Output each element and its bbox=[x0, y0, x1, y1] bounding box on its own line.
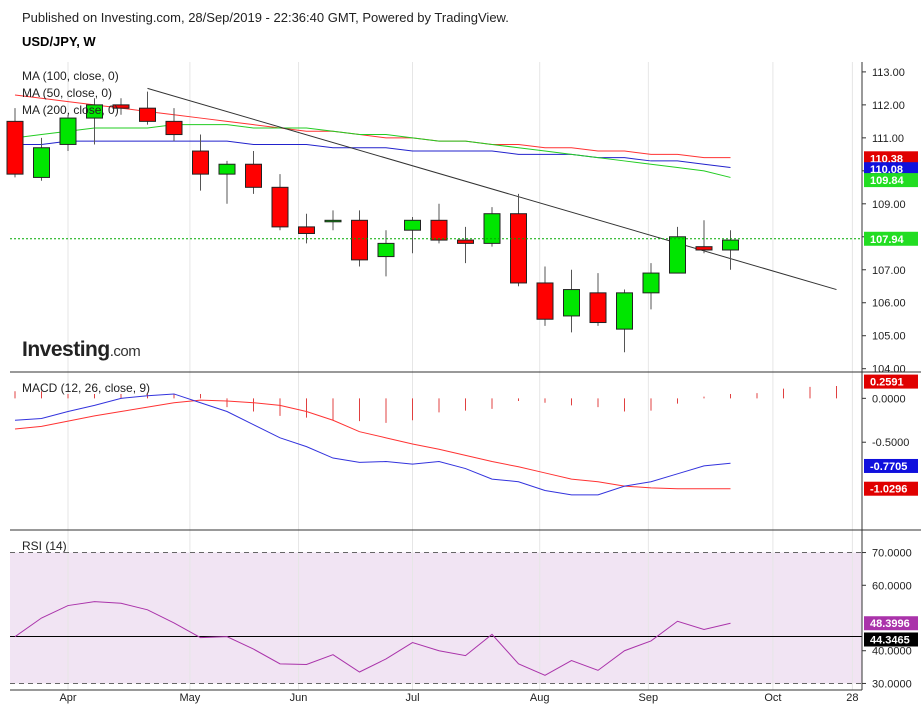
candle-body bbox=[377, 242, 395, 258]
candle-body bbox=[642, 272, 660, 294]
candle-body bbox=[165, 120, 183, 136]
x-tick-label: Sep bbox=[639, 692, 659, 704]
price-pane-bg bbox=[10, 62, 862, 372]
candle-body bbox=[298, 226, 315, 234]
price-tick-label: 105.00 bbox=[872, 331, 906, 343]
macd-tick-label: 0.0000 bbox=[872, 393, 906, 405]
investing-logo: Investing.com bbox=[22, 338, 141, 361]
candle-body bbox=[324, 219, 342, 223]
ma200-value-tag: 109.84 bbox=[870, 175, 905, 187]
candle-body bbox=[59, 117, 77, 145]
price-tick-label: 112.00 bbox=[872, 100, 905, 112]
candle-body bbox=[245, 163, 262, 188]
x-tick-label: Oct bbox=[764, 692, 781, 704]
price-tick-label: 104.00 bbox=[872, 364, 906, 376]
candle-body bbox=[218, 163, 236, 175]
price-tick-label: 106.00 bbox=[872, 298, 906, 310]
ma-line bbox=[15, 140, 731, 169]
macd-hist-tag: 0.2591 bbox=[870, 377, 904, 389]
ma-line bbox=[14, 94, 731, 159]
candle-body bbox=[457, 239, 474, 244]
ma-line bbox=[14, 124, 731, 178]
rsi-level-tag-bg bbox=[864, 632, 918, 647]
symbol-timeframe: USD/JPY, W bbox=[22, 34, 96, 49]
candle-body bbox=[271, 186, 289, 228]
rsi-tick-label: 30.0000 bbox=[872, 678, 912, 690]
price-tick-label: 107.00 bbox=[872, 265, 906, 277]
price-tick-label: 111.00 bbox=[872, 133, 904, 145]
candle-body bbox=[589, 292, 607, 324]
macd-value-tag-bg bbox=[864, 458, 918, 473]
candle-body bbox=[6, 120, 24, 175]
macd-signal-line bbox=[14, 399, 731, 490]
price-value-tag: 107.94 bbox=[870, 234, 905, 246]
macd-hist-tag-bg bbox=[864, 374, 918, 389]
rsi-tick-label: 60.0000 bbox=[872, 580, 912, 592]
x-tick-label: Jun bbox=[290, 692, 308, 704]
candle-body bbox=[33, 147, 50, 178]
candle-body bbox=[86, 104, 103, 119]
ma50-legend: MA (50, close, 0) bbox=[22, 86, 112, 100]
rsi-line bbox=[14, 601, 731, 676]
candle-body bbox=[430, 219, 448, 241]
rsi-band bbox=[10, 552, 862, 684]
rsi-value-tag-bg bbox=[864, 616, 918, 631]
ma100-legend: MA (100, close, 0) bbox=[22, 69, 119, 83]
macd-tick-label: -0.5000 bbox=[872, 437, 909, 449]
trendline bbox=[147, 87, 837, 291]
rsi-tick-label: 70.0000 bbox=[872, 548, 912, 560]
candle-body bbox=[616, 292, 633, 330]
price-value-tag-bg bbox=[864, 231, 918, 246]
ma50-value-tag-bg bbox=[864, 162, 918, 177]
rsi-legend: RSI (14) bbox=[22, 539, 67, 553]
x-tick-label: May bbox=[180, 692, 201, 704]
candle-body bbox=[404, 219, 421, 231]
ma200-legend: MA (200, close, 0) bbox=[22, 103, 119, 117]
candle-body bbox=[112, 104, 130, 109]
publish-info: Published on Investing.com, 28/Sep/2019 … bbox=[22, 10, 509, 25]
rsi-level-tag: 44.3465 bbox=[870, 635, 910, 647]
candle-body bbox=[695, 246, 713, 251]
macd-value-tag: -0.7705 bbox=[870, 461, 907, 473]
macd-line bbox=[14, 393, 731, 496]
x-tick-label: Apr bbox=[59, 692, 76, 704]
rsi-value-tag: 48.3996 bbox=[870, 618, 910, 630]
candle-body bbox=[563, 289, 580, 317]
rsi-tick-label: 40.0000 bbox=[872, 646, 912, 658]
ma200-value-tag-bg bbox=[864, 173, 918, 188]
macd-signal-tag: -1.0296 bbox=[870, 484, 907, 496]
candle-body bbox=[510, 213, 527, 284]
x-tick-label: 28 bbox=[846, 692, 858, 704]
candle-body bbox=[722, 239, 739, 251]
ma100-value-tag-bg bbox=[864, 151, 918, 166]
x-tick-label: Jul bbox=[405, 692, 419, 704]
price-tick-label: 113.00 bbox=[872, 67, 905, 79]
macd-legend: MACD (12, 26, close, 9) bbox=[22, 381, 150, 395]
candle-body bbox=[536, 282, 554, 320]
candle-body bbox=[669, 236, 686, 274]
price-tick-label: 109.00 bbox=[872, 199, 906, 211]
macd-signal-tag-bg bbox=[864, 481, 918, 496]
candle-body bbox=[483, 213, 501, 244]
candle-body bbox=[351, 219, 368, 261]
candle-body bbox=[139, 107, 156, 122]
candle-body bbox=[192, 150, 209, 175]
x-tick-label: Aug bbox=[530, 692, 550, 704]
